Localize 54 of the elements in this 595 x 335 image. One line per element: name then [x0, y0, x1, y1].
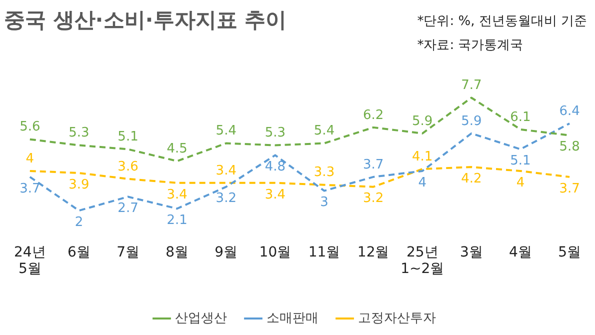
data-label: 4.2 — [461, 171, 482, 186]
x-tick-label: 11월 — [308, 244, 340, 260]
data-label: 3.9 — [68, 177, 90, 192]
x-tick-label: 24년 5월 — [14, 244, 46, 278]
data-label: 5.8 — [559, 140, 580, 155]
data-label: 3.7 — [559, 181, 580, 196]
data-label: 5.1 — [118, 130, 138, 145]
data-label: 3.7 — [20, 181, 40, 196]
x-tick-label: 9월 — [214, 244, 238, 260]
x-tick-label: 5월 — [558, 244, 582, 260]
data-label: 4 — [516, 175, 525, 190]
data-label: 3.4 — [264, 187, 286, 202]
data-label: 3.4 — [216, 163, 236, 178]
data-label: 5.4 — [314, 124, 335, 139]
data-label: 3 — [320, 195, 328, 210]
legend-label: 고정자산투자 — [358, 310, 436, 326]
data-label: 5.3 — [68, 126, 90, 141]
data-label: 2 — [74, 214, 84, 230]
legend-label: 산업생산 — [174, 310, 227, 326]
data-label: 4 — [26, 151, 34, 166]
legend-label: 소매판매 — [266, 310, 318, 326]
chart-title: 중국 생산·소비·투자지표 추이 — [4, 7, 287, 34]
x-tick-label: 12월 — [357, 244, 390, 260]
data-label: 5.1 — [510, 154, 531, 169]
x-tick-label: 8월 — [166, 244, 189, 260]
data-label: 5.9 — [461, 114, 482, 129]
data-label: 2.1 — [166, 212, 188, 228]
data-label: 4 — [418, 175, 427, 190]
data-label: 3.2 — [216, 191, 236, 206]
data-label: 5.4 — [216, 124, 236, 139]
data-label: 5.6 — [20, 120, 40, 135]
text: *자료: 국가통계국 — [417, 37, 524, 55]
data-label: 4.1 — [412, 149, 433, 164]
data-label: 7.7 — [461, 78, 482, 94]
data-label: 3.3 — [314, 165, 335, 180]
data-label: 3.6 — [118, 159, 138, 174]
x-tick-label: 6월 — [68, 244, 90, 260]
x-tick-label: 3월 — [460, 244, 483, 260]
data-label: 3.7 — [362, 157, 384, 172]
data-label: 3.4 — [166, 187, 188, 202]
x-tick-label: 10월 — [259, 244, 292, 260]
data-label: 3.2 — [362, 191, 384, 206]
data-label: 2.7 — [118, 201, 138, 216]
data-label: 5.3 — [264, 126, 286, 141]
data-label: 6.4 — [559, 104, 580, 119]
data-label: 4.8 — [264, 160, 286, 175]
x-tick-label: 25년 1~2월 — [400, 244, 444, 278]
x-tick-label: 4월 — [509, 244, 532, 260]
data-label: 5.9 — [412, 114, 433, 129]
x-tick-label: 7월 — [116, 244, 140, 260]
text: *단위: %, 전년동월대비 기준 — [417, 13, 587, 31]
data-label: 4.5 — [166, 141, 188, 156]
data-label: 6.1 — [510, 110, 531, 125]
data-label: 6.2 — [362, 108, 384, 123]
